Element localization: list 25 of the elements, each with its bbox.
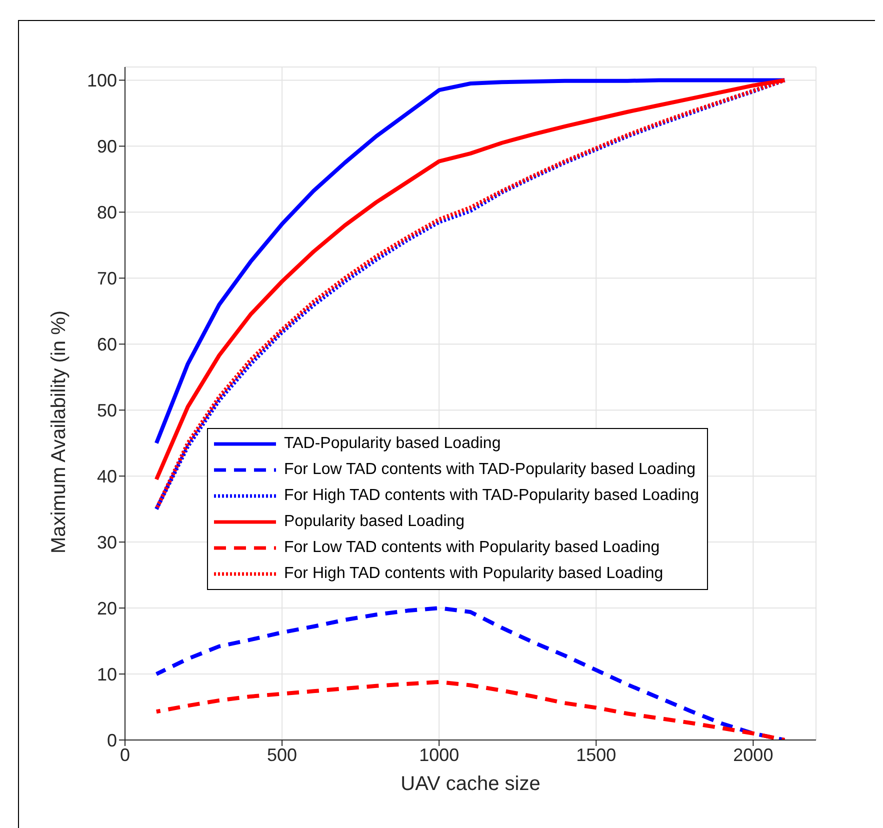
x-tick-label: 500 xyxy=(267,744,298,765)
y-tick-label: 90 xyxy=(96,136,117,157)
legend-label: Popularity based Loading xyxy=(284,513,465,531)
y-tick-label: 70 xyxy=(96,268,117,289)
x-tick-label: 0 xyxy=(120,744,130,765)
y-tick-label: 40 xyxy=(96,466,117,486)
y-tick-label: 50 xyxy=(96,400,117,420)
x-tick-label: 2000 xyxy=(733,744,774,765)
x-tick-label: 1500 xyxy=(576,744,616,765)
x-axis-title: UAV cache size xyxy=(400,773,540,795)
legend-label: For High TAD contents with TAD-Popularity based Loading xyxy=(284,487,700,505)
y-tick-label: 0 xyxy=(106,730,117,750)
y-tick-label: 100 xyxy=(86,70,117,91)
y-axis-title: Maximum Availability (in %) xyxy=(48,310,70,554)
y-tick-label: 60 xyxy=(96,334,117,355)
legend-label: TAD-Popularity based Loading xyxy=(284,435,501,453)
legend-label: For Low TAD contents with TAD-Popularity based Loading xyxy=(284,461,696,479)
legend-label: For High TAD contents with Popularity based Loading xyxy=(284,565,664,583)
y-tick-label: 80 xyxy=(96,202,117,223)
y-tick-label: 20 xyxy=(96,598,117,618)
y-tick-label: 10 xyxy=(96,664,117,684)
x-tick-label: 1000 xyxy=(419,744,460,765)
line-series xyxy=(154,680,787,740)
y-tick-label: 30 xyxy=(96,532,117,552)
legend-label: For Low TAD contents with Popularity based Loading xyxy=(284,539,660,557)
